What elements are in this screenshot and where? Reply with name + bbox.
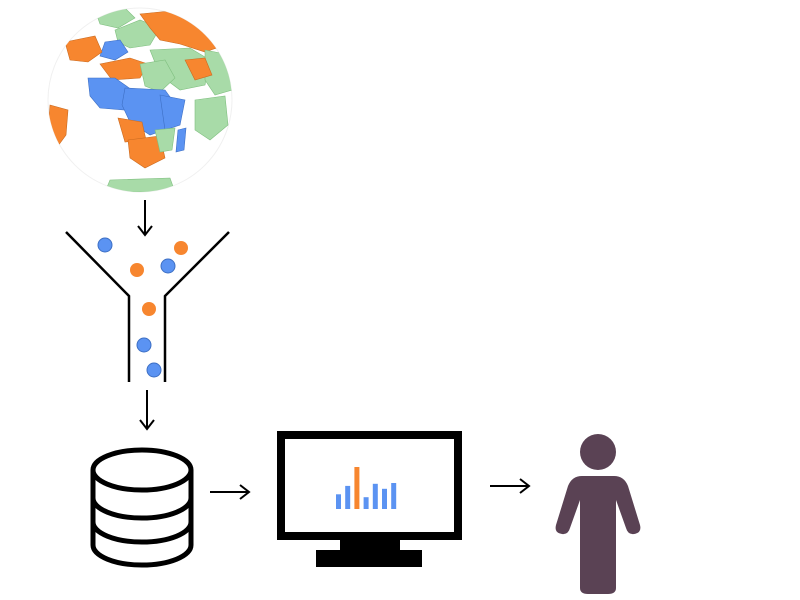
- person-icon: [555, 434, 641, 594]
- arrow-database-to-monitor: [210, 484, 251, 500]
- arrow-funnel-to-database: [139, 390, 155, 431]
- chart-bar: [382, 488, 387, 509]
- particle-blue: [146, 362, 162, 378]
- particle-blue: [97, 237, 113, 253]
- database-icon: [90, 447, 194, 568]
- monitor-chart-bars: [336, 467, 397, 509]
- particle-orange: [174, 241, 188, 255]
- funnel-icon: [65, 231, 230, 382]
- particle-blue: [160, 258, 176, 274]
- chart-bar: [345, 485, 351, 509]
- particle-blue: [136, 337, 152, 353]
- particle-orange: [142, 302, 156, 316]
- funnel-particles: [97, 237, 188, 378]
- arrow-monitor-to-person: [490, 478, 531, 494]
- globe-icon: [47, 7, 233, 193]
- chart-bar: [391, 483, 397, 509]
- arrow-globe-to-funnel: [137, 200, 153, 237]
- monitor-chart-icon: [277, 431, 462, 567]
- chart-bar: [372, 483, 378, 509]
- particle-orange: [130, 263, 144, 277]
- chart-bar: [363, 497, 369, 509]
- chart-bar: [354, 467, 360, 509]
- chart-bar: [336, 494, 341, 509]
